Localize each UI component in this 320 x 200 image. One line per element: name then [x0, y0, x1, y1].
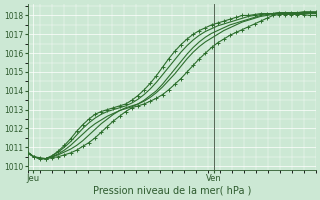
X-axis label: Pression niveau de la mer( hPa ): Pression niveau de la mer( hPa ) — [92, 186, 251, 196]
